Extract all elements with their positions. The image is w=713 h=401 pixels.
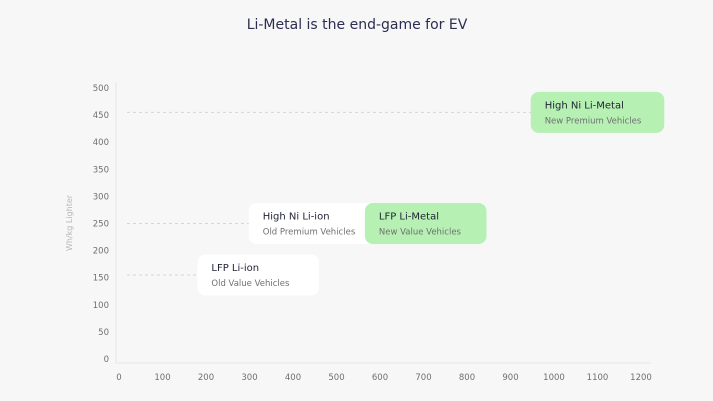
data-point: LFP Li-ion Old Value Vehicles: [197, 254, 319, 296]
data-point-box: [364, 203, 487, 244]
y-tick-label: 0: [104, 355, 109, 365]
x-tick-label: 500: [328, 373, 344, 383]
y-tick-label: 150: [93, 274, 109, 284]
data-point-sublabel: Old Premium Vehicles: [263, 228, 356, 238]
y-tick-label: 350: [93, 165, 109, 175]
data-point: High Ni Li-ion Old Premium Vehicles: [248, 203, 381, 244]
guide-lines: [127, 111, 531, 276]
data-point-sublabel: Old Value Vehicles: [211, 279, 290, 289]
x-tick-label: 200: [198, 373, 214, 383]
y-tick-label: 50: [98, 328, 109, 338]
data-point-label: LFP Li-ion: [211, 263, 259, 274]
x-tick-label: 0: [116, 373, 121, 383]
data-point: High Ni Li-Metal New Premium Vehicles: [530, 91, 665, 133]
data-point-label: High Ni Li-Metal: [545, 100, 624, 111]
x-tick-label: 100: [154, 373, 170, 383]
x-tick-label: 900: [502, 373, 518, 383]
chart-title: Li-Metal is the end-game for EV: [247, 17, 468, 33]
x-tick-label: 1000: [543, 373, 565, 383]
data-point-sublabel: New Premium Vehicles: [545, 116, 642, 126]
data-point-box: [197, 254, 319, 296]
y-tick-label: 100: [93, 301, 109, 311]
x-tick-label: 600: [372, 373, 388, 383]
data-point-label: LFP Li-Metal: [379, 212, 439, 223]
y-tick-label: 250: [93, 220, 109, 230]
x-tick-label: 800: [459, 373, 475, 383]
x-tick-label: 1100: [587, 373, 609, 383]
data-point: LFP Li-Metal New Value Vehicles: [364, 203, 487, 244]
data-point-box: [530, 91, 665, 133]
y-tick-label: 200: [93, 247, 109, 257]
x-tick-label: 700: [415, 373, 431, 383]
y-axis-label: Wh/kg Lighter: [65, 194, 74, 251]
x-tick-label: 300: [241, 373, 257, 383]
y-tick-label: 500: [93, 84, 109, 94]
x-tick-labels: 0 100 200 300 400 500 600 700 800 900 1000 1100 1200: [116, 373, 652, 383]
y-tick-label: 300: [93, 192, 109, 202]
y-tick-labels: 0 50 100 150 200 250 300 350 400 450 500: [93, 84, 109, 365]
data-point-sublabel: New Value Vehicles: [379, 228, 462, 238]
y-tick-label: 450: [93, 111, 109, 121]
x-tick-label: 1200: [630, 373, 652, 383]
x-tick-label: 400: [285, 373, 301, 383]
y-tick-label: 400: [93, 138, 109, 148]
data-points: LFP Li-ion Old Value Vehicles High Ni Li-i…: [197, 91, 665, 296]
data-point-box: [248, 203, 381, 244]
data-point-label: High Ni Li-ion: [263, 212, 330, 223]
